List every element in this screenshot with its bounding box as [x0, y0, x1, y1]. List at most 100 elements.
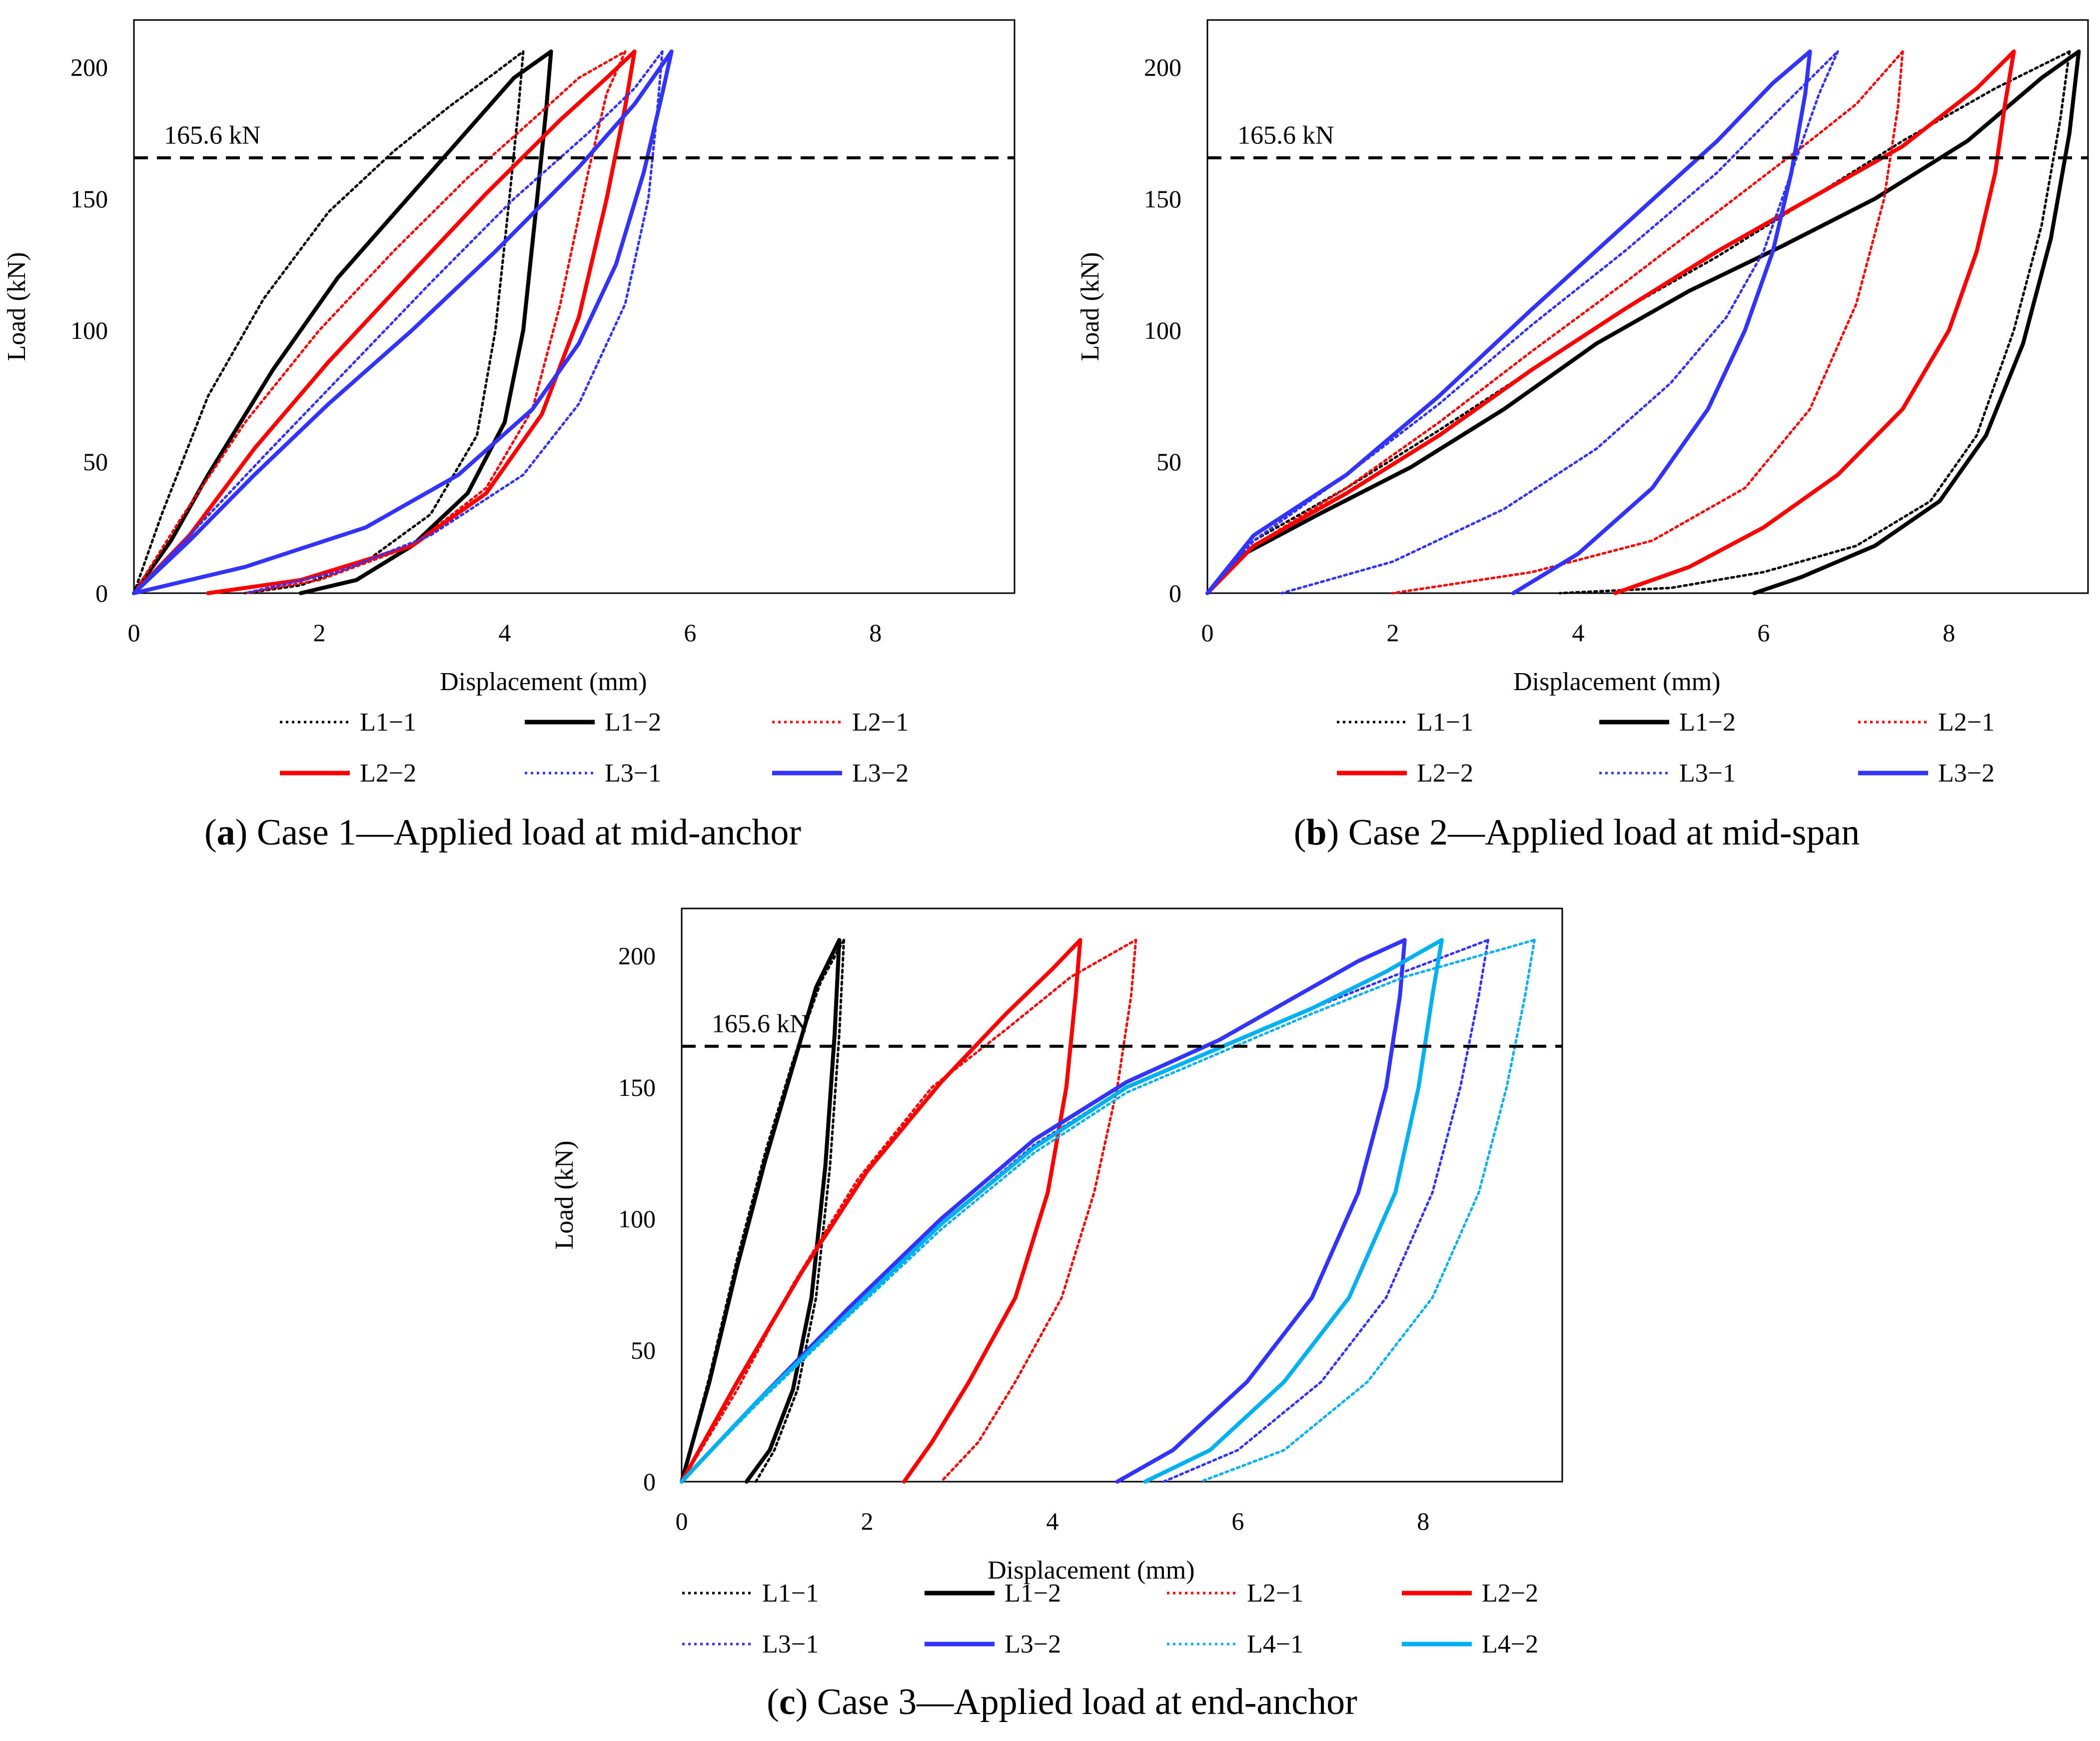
y-tick-label: 200 [618, 942, 656, 970]
panel-caption: (b) Case 2—Applied load at mid-span [1294, 812, 1860, 853]
series-L3−2-unload [1115, 938, 1407, 1484]
series-L1−1-load [132, 50, 525, 595]
series-L3−1-load [1206, 50, 1839, 595]
plot-area-frame [681, 907, 1563, 1483]
y-tick-label: 0 [643, 1468, 656, 1496]
x-axis-label: Displacement (mm) [440, 668, 647, 696]
series-L3−2-load [132, 49, 674, 595]
reference-line-label: 165.6 kN [712, 1010, 809, 1038]
series-L2−1-load [680, 938, 1137, 1483]
series-L1−2-unload [1752, 49, 2081, 595]
x-tick-label: 2 [1386, 619, 1399, 647]
x-tick-label: 4 [498, 619, 511, 647]
y-axis-label: Load (kN) [550, 1140, 579, 1249]
plot-area-frame [1206, 19, 2089, 594]
legend-label: L1−2 [605, 708, 661, 737]
series-L2−2-unload [902, 938, 1082, 1484]
series-L2−2-load [680, 938, 1082, 1484]
legend-label: L3−1 [605, 759, 661, 788]
series-L3−1-load [132, 50, 664, 595]
series-L3−2-unload [132, 49, 674, 595]
y-tick-label: 150 [1144, 185, 1181, 213]
y-axis-label: Load (kN) [1076, 252, 1104, 361]
panel-caption: (a) Case 1—Applied load at mid-anchor [204, 812, 801, 853]
series-L3−1-unload [244, 50, 664, 595]
x-tick-label: 6 [1757, 619, 1770, 647]
series-L3−2-load [1205, 49, 1812, 595]
x-tick-label: 8 [869, 619, 882, 647]
x-tick-label: 2 [313, 619, 325, 647]
legend-label: L1−2 [1679, 708, 1736, 737]
panel-caption: (c) Case 3—Applied load at end-anchor [767, 1682, 1357, 1723]
panel-case2: 0 50 100 150 200 0 2 4 6 8 Displacement (mm) Load (… [1076, 19, 2089, 853]
y-tick-label: 200 [70, 53, 108, 81]
series-L2−1-unload [940, 938, 1137, 1483]
series-L2−1-load [1206, 50, 1904, 595]
legend-label: L3−2 [1005, 1630, 1061, 1659]
y-tick-label: 200 [1144, 53, 1181, 81]
x-tick-label: 2 [861, 1507, 873, 1535]
series-L2−2-unload [206, 49, 637, 595]
legend-label: L1−1 [762, 1579, 819, 1608]
legend-label: L3−2 [852, 759, 909, 788]
series-L2−2-load [132, 49, 637, 595]
y-tick-label: 0 [95, 579, 108, 607]
x-axis-label: Displacement (mm) [988, 1556, 1194, 1585]
y-tick-label: 100 [1144, 316, 1181, 344]
legend-label: L2−1 [1247, 1579, 1303, 1608]
series-L1−2-unload [744, 938, 842, 1484]
x-tick-label: 4 [1046, 1507, 1058, 1535]
legend-label: L2−2 [1482, 1579, 1538, 1608]
x-tick-label: 0 [676, 1507, 688, 1535]
y-tick-label: 50 [631, 1336, 656, 1364]
x-tick-label: 6 [684, 619, 696, 647]
series-L4−2-load [680, 938, 1444, 1484]
series-L1−2-unload [298, 49, 553, 595]
reference-line-label: 165.6 kN [1237, 121, 1334, 150]
series-L1−1-unload [1558, 50, 2071, 595]
series-L3−2-unload [1511, 49, 1812, 595]
y-tick-label: 50 [1156, 448, 1181, 476]
y-tick-label: 50 [83, 448, 108, 476]
legend-label: L4−2 [1482, 1630, 1538, 1659]
series-L1−2-load [132, 49, 553, 595]
series-L1−1-load [1206, 50, 2071, 595]
series-L2−1-unload [244, 50, 627, 595]
x-tick-label: 0 [128, 619, 140, 647]
series-L1−2-load [1205, 49, 2081, 595]
series-L2−2-unload [1613, 49, 2016, 595]
series-L4−1-load [680, 938, 1536, 1483]
series-L3−1-unload [1280, 50, 1839, 595]
series-L4−1-unload [1199, 938, 1536, 1483]
legend-label: L1−2 [1005, 1579, 1061, 1608]
series-L1−1-unload [754, 938, 846, 1483]
series-L1−1-unload [244, 50, 525, 595]
y-tick-label: 100 [618, 1205, 656, 1233]
legend-label: L1−1 [1417, 708, 1473, 737]
legend-label: L2−1 [1938, 708, 1995, 737]
x-tick-label: 6 [1231, 1507, 1244, 1535]
y-tick-label: 0 [1169, 579, 1181, 607]
y-tick-label: 150 [70, 185, 108, 213]
series-L2−1-unload [1391, 50, 1904, 595]
y-tick-label: 150 [618, 1073, 656, 1101]
x-axis-label: Displacement (mm) [1513, 668, 1720, 696]
legend-label: L3−1 [1679, 759, 1736, 788]
x-tick-label: 4 [1572, 619, 1584, 647]
y-tick-label: 100 [70, 316, 108, 344]
legend-label: L1−1 [360, 708, 416, 737]
legend-label: L2−2 [360, 759, 416, 788]
legend-label: L2−1 [852, 708, 909, 737]
series-L1−2-load [680, 938, 842, 1484]
legend-label: L3−1 [762, 1630, 819, 1659]
legend-label: L3−2 [1938, 759, 1995, 788]
legend-label: L2−2 [1417, 759, 1473, 788]
x-tick-label: 8 [1417, 1507, 1429, 1535]
legend-label: L4−1 [1247, 1630, 1303, 1659]
y-axis-label: Load (kN) [2, 252, 31, 361]
series-L2−1-load [132, 50, 627, 595]
series-L4−2-unload [1143, 938, 1444, 1484]
x-tick-label: 8 [1943, 619, 1955, 647]
plot-area-frame [133, 19, 1016, 594]
